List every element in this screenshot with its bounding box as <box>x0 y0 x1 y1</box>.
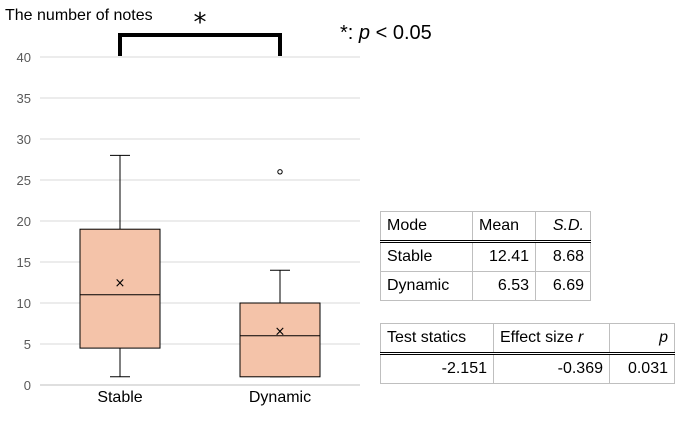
table-row: -2.151 -0.369 0.031 <box>380 353 675 384</box>
header-test-statics: Test statics <box>380 323 494 355</box>
y-tick-label: 40 <box>17 50 31 65</box>
row-label: Stable <box>380 241 473 272</box>
x-tick-label: Stable <box>97 389 142 406</box>
significance-bracket <box>118 33 282 56</box>
value-p: 0.031 <box>609 353 675 384</box>
y-tick-label: 10 <box>17 296 31 311</box>
row-mean: 6.53 <box>472 271 536 301</box>
header-sd: S.D. <box>535 211 591 243</box>
outlier-point <box>277 169 283 175</box>
header-p: p <box>609 323 675 355</box>
box <box>79 228 161 349</box>
header-mean: Mean <box>472 211 536 243</box>
row-sd: 8.68 <box>535 241 591 272</box>
y-tick-label: 25 <box>17 173 31 188</box>
significance-note-condition: < 0.05 <box>375 22 432 44</box>
table-header-row: Mode Mean S.D. <box>380 211 591 243</box>
y-axis-label: The number of notes <box>5 7 153 24</box>
mean-marker: × <box>275 324 286 339</box>
header-effect-size: Effect size r <box>493 323 610 355</box>
row-label: Dynamic <box>380 271 473 301</box>
x-tick-label: Dynamic <box>249 389 311 406</box>
y-tick-label: 5 <box>24 337 31 352</box>
value-effect-size: -0.369 <box>493 353 610 384</box>
value-test-statics: -2.151 <box>380 353 494 384</box>
significance-note-p: p <box>358 22 371 44</box>
y-tick-label: 30 <box>17 132 31 147</box>
y-tick-label: 0 <box>24 378 31 393</box>
significance-marker: * <box>194 8 207 38</box>
row-mean: 12.41 <box>472 241 536 272</box>
significance-note-colon: : <box>347 22 354 44</box>
row-sd: 6.69 <box>535 271 591 301</box>
header-effect-symbol: r <box>577 329 584 346</box>
table-row: Stable 12.41 8.68 <box>380 241 591 272</box>
significance-note: *: p < 0.05 <box>340 22 432 45</box>
y-tick-label: 15 <box>17 255 31 270</box>
mean-marker: × <box>115 276 126 291</box>
significance-note-marker: * <box>340 22 348 44</box>
header-mode: Mode <box>380 211 473 243</box>
table-header-row: Test statics Effect size r p <box>380 323 675 355</box>
header-effect-size-text: Effect size <box>500 329 578 346</box>
table-row: Dynamic 6.53 6.69 <box>380 271 591 301</box>
test-stats-table: Test statics Effect size r p -2.151 -0.3… <box>380 323 675 384</box>
y-tick-label: 20 <box>17 214 31 229</box>
y-tick-label: 35 <box>17 91 31 106</box>
descriptive-stats-table: Mode Mean S.D. Stable 12.41 8.68 Dynamic… <box>380 211 591 301</box>
box <box>239 302 321 378</box>
